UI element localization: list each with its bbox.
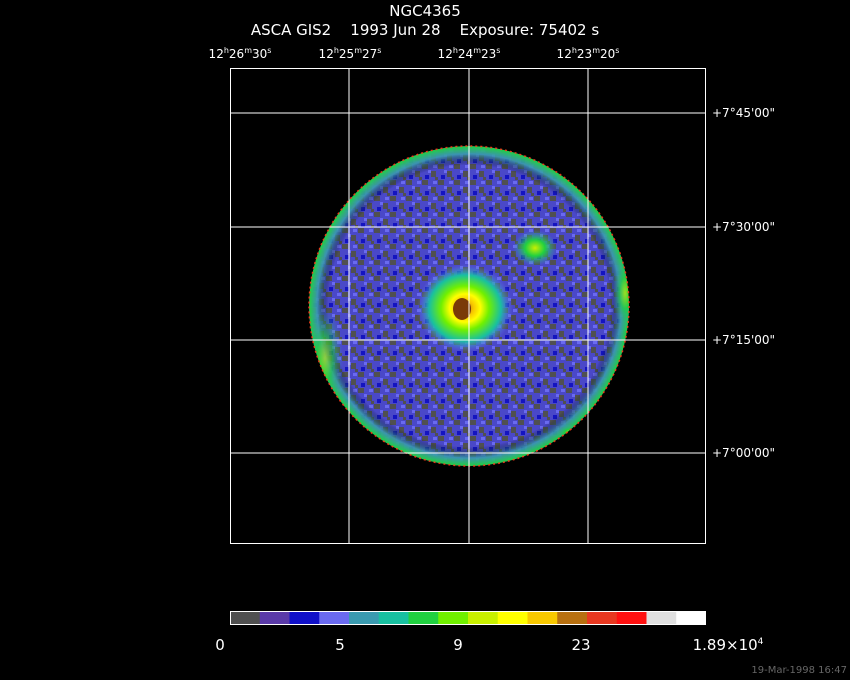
colorbar-swatch: [587, 611, 618, 625]
colorbar-swatch: [616, 611, 647, 625]
timestamp: 19-Mar-1998 16:47: [751, 665, 847, 676]
colorbar-swatch: [676, 611, 706, 625]
colorbar-label: 5: [335, 636, 345, 654]
xray-image-plot: [230, 68, 706, 544]
colorbar-swatch: [497, 611, 528, 625]
colorbar-swatch: [319, 611, 350, 625]
colorbar-swatch: [259, 611, 290, 625]
dec-tick-label: +7°00'00": [712, 446, 776, 460]
colorbar-swatch: [438, 611, 469, 625]
observation-info: ASCA GIS2 1993 Jun 28 Exposure: 75402 s: [250, 21, 600, 39]
dec-tick-label: +7°45'00": [712, 106, 776, 120]
colorbar-swatch: [527, 611, 558, 625]
coordinate-grid: [230, 68, 706, 544]
ra-tick-label: 12h24m23s: [437, 46, 501, 61]
colorbar-swatch: [289, 611, 320, 625]
ra-tick-label: 12h25m27s: [318, 46, 382, 61]
colorbar-label: 9: [453, 636, 463, 654]
colorbar-max-label: 1.89×104: [692, 636, 764, 654]
colorbar-label: 23: [571, 636, 591, 654]
colorbar-swatch: [468, 611, 499, 625]
colorbar-swatch: [378, 611, 409, 625]
colorbar-swatch: [349, 611, 380, 625]
object-name: NGC4365: [389, 2, 461, 20]
color-scale-bar: [230, 611, 706, 625]
ra-tick-label: 12h23m20s: [556, 46, 620, 61]
colorbar-swatch: [408, 611, 439, 625]
colorbar-swatch: [557, 611, 588, 625]
ra-tick-label: 12h26m30s: [208, 46, 272, 61]
colorbar-swatch: [646, 611, 677, 625]
dec-tick-label: +7°30'00": [712, 220, 776, 234]
colorbar-swatch: [230, 611, 261, 625]
colorbar-label: 0: [215, 636, 225, 654]
dec-tick-label: +7°15'00": [712, 333, 776, 347]
